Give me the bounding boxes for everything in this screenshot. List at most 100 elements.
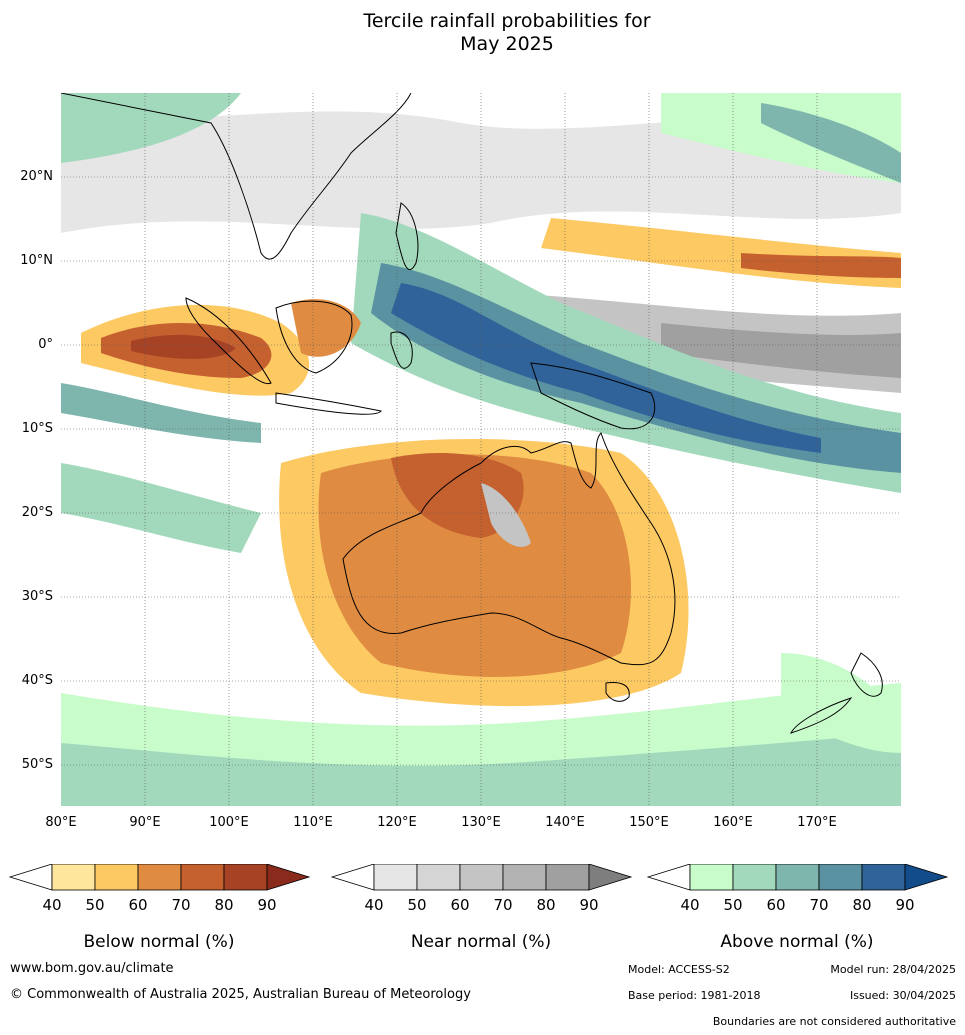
new-zealand-south [790,697,853,734]
colorbar-tick-label: 90 [895,896,914,914]
colorbar-tick-label: 80 [852,896,871,914]
issued-date: Issued: 30/04/2025 [849,989,956,1002]
colorbar-tick-label: 70 [493,896,512,914]
colorbar-segment [502,864,547,891]
colorbar-tick-label: 90 [257,896,276,914]
colorbar-tick-label: 90 [579,896,598,914]
colorbar-tick-label: 80 [214,896,233,914]
lat-label-30s: 30°S [21,589,53,604]
lon-label-140e: 140°E [545,815,585,830]
coastlines [61,93,883,734]
colorbar-tick-label: 70 [171,896,190,914]
colorbar-segment [689,864,734,891]
equatorial-grey-east-dark [661,323,901,378]
colorbar-segment [861,864,906,891]
colorbar-tick-label: 40 [680,896,699,914]
colorbar-segment [94,864,139,891]
colorbar-high-extension [266,864,310,891]
website-link[interactable]: www.bom.gov.au/climate [10,961,174,976]
probability-map [61,93,901,806]
colorbar-tick-label: 60 [128,896,147,914]
colorbar-tick-label: 80 [536,896,555,914]
north-green-west [61,93,241,163]
lon-label-160e: 160°E [713,815,753,830]
colorbar-low-extension [646,864,691,891]
lon-label-130e: 130°E [461,815,501,830]
lon-label-120e: 120°E [377,815,417,830]
new-guinea-coastline [530,362,656,430]
boundary-disclaimer: Boundaries are not considered authoritat… [712,1015,956,1028]
map-title: Tercile rainfall probabilities for May 2… [0,10,965,56]
new-zealand-north [850,652,883,697]
asia-coastline [61,93,412,260]
colorbar-segment [732,864,777,891]
west-indian-teal [61,383,261,443]
southern-light-green [61,683,901,766]
north-grey-band [61,111,901,233]
colorbar-segment [459,864,504,891]
above-normal-colorbar: 40 50 60 70 80 90 [646,864,948,914]
java-coastline [275,392,382,415]
lon-label-90e: 90°E [129,815,161,830]
northeast-teal [761,103,901,183]
sumatra-coastline [185,297,272,385]
near-normal-colorbar: 40 50 60 70 80 90 [330,864,632,914]
colorbar-tick-label: 50 [407,896,426,914]
australia-grey-interior [481,483,531,547]
colorbar-low-extension [330,864,375,891]
colorbar-segment [223,864,268,891]
sulawesi-coastline [390,331,413,369]
model-run-date: Model run: 28/04/2025 [830,963,956,976]
colorbar-high-extension [904,864,948,891]
colorbar-segment [416,864,461,891]
lon-label-100e: 100°E [209,815,249,830]
near-normal-title: Near normal (%) [410,932,552,952]
lon-label-110e: 110°E [293,815,333,830]
colorbar-tick-label: 50 [85,896,104,914]
tropical-north-darkorange [741,253,901,278]
below-normal-title: Below normal (%) [83,932,235,952]
maritime-teal [371,263,901,473]
lat-label-40s: 40°S [21,673,53,688]
base-period: Base period: 1981-2018 [628,989,761,1002]
philippines-coastline [395,202,419,271]
colorbar-segment [775,864,820,891]
probability-shading [61,93,901,806]
colorbar-segment [373,864,418,891]
tasmania-coastline [605,682,630,702]
lat-label-50s: 50°S [21,757,53,772]
colorbar-segment [51,864,96,891]
lat-label-20s: 20°S [21,505,53,520]
colorbar-segment [818,864,863,891]
borneo-orange [291,299,361,357]
lon-label-80e: 80°E [45,815,77,830]
maritime-blue [391,283,821,453]
lat-label-0: 0° [38,337,53,352]
below-normal-colorbar: 40 50 60 70 80 90 [8,864,310,914]
above-normal-title: Above normal (%) [720,932,874,952]
title-line-1: Tercile rainfall probabilities for [363,10,651,32]
lon-label-150e: 150°E [629,815,669,830]
colorbar-tick-label: 40 [364,896,383,914]
colorbar-segment [545,864,590,891]
model-name: Model: ACCESS-S2 [628,963,730,976]
colorbar-tick-label: 60 [450,896,469,914]
nz-green [781,653,901,753]
borneo-coastline [275,300,353,374]
copyright-text: © Commonwealth of Australia 2025, Austra… [10,987,471,1002]
colorbar-tick-label: 60 [766,896,785,914]
north-green-east [661,93,901,183]
title-line-2: May 2025 [460,33,554,55]
lon-label-170e: 170°E [797,815,837,830]
australia-orange [318,454,631,677]
colorbar-tick-label: 70 [809,896,828,914]
colorbar-tick-label: 50 [723,896,742,914]
indian-ocean-brown [131,334,236,359]
lat-label-10n: 10°N [20,253,53,268]
lat-label-20n: 20°N [20,169,53,184]
west-indian-green [61,463,261,553]
colorbar-segment [180,864,225,891]
australia-coastline [342,432,676,666]
colorbar-high-extension [588,864,632,891]
colorbar-tick-label: 40 [42,896,61,914]
